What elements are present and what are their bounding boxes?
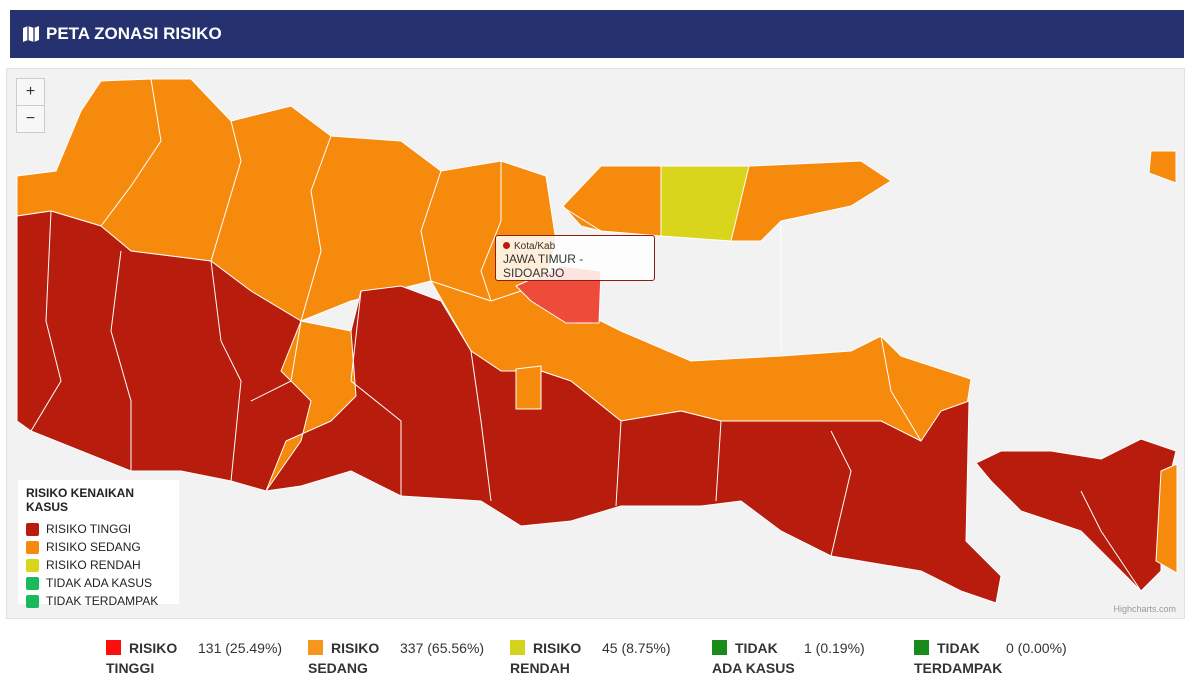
tooltip-series: Kota/Kab: [514, 241, 556, 252]
tooltip-label: JAWA TIMUR - SIDOARJO: [503, 252, 584, 280]
legend-item[interactable]: TIDAK TERDAMPAK: [26, 592, 171, 610]
summary-value: 45 (8.75%): [602, 640, 671, 656]
summary-label: RISIKO TINGGI: [106, 640, 178, 676]
legend-label: RISIKO SEDANG: [46, 540, 141, 554]
legend-label: RISIKO TINGGI: [46, 522, 132, 536]
summary-swatch: [308, 640, 323, 655]
summary-swatch: [510, 640, 525, 655]
district-borders: [30, 78, 1142, 592]
summary-label: TIDAK ADA KASUS: [712, 640, 795, 676]
legend-label: RISIKO RENDAH: [46, 558, 141, 572]
summary-label-box: RISIKO SEDANG: [308, 638, 400, 678]
legend-swatch: [26, 576, 39, 590]
legend-swatch: [26, 522, 39, 536]
zoom-out-button[interactable]: −: [16, 105, 45, 133]
summary-label: TIDAK TERDAMPAK: [914, 640, 1003, 676]
tooltip: Kota/Kab JAWA TIMUR - SIDOARJO: [495, 235, 655, 281]
summary-item: RISIKO SEDANG 337 (65.56%): [308, 638, 508, 678]
legend-items: RISIKO TINGGI RISIKO SEDANG RISIKO RENDAH T…: [26, 520, 171, 610]
legend-swatch: [26, 558, 39, 572]
legend-swatch: [26, 540, 39, 554]
summary-swatch: [914, 640, 929, 655]
zoom-in-button[interactable]: +: [16, 78, 45, 106]
tooltip-dot: [503, 242, 510, 249]
map-icon: [23, 26, 39, 42]
map-shapes: [16, 78, 1178, 604]
summary-item: RISIKO TINGGI 131 (25.49%): [106, 638, 306, 678]
map[interactable]: + − Kota/Kab JAWA TIMUR - SIDOARJO RISIK…: [6, 68, 1185, 619]
summary-value: 0 (0.00%): [1006, 640, 1067, 656]
summary-value: 131 (25.49%): [198, 640, 283, 656]
legend-item[interactable]: TIDAK ADA KASUS: [26, 574, 171, 592]
legend-label: TIDAK ADA KASUS: [46, 576, 153, 590]
summary-value: 337 (65.56%): [400, 640, 485, 656]
summary-swatch: [712, 640, 727, 655]
legend-item[interactable]: RISIKO RENDAH: [26, 556, 171, 574]
summary-label: RISIKO RENDAH: [510, 640, 582, 676]
legend: RISIKO KENAIKAN KASUS RISIKO TINGGI RISIK…: [18, 480, 179, 608]
summary-label-box: TIDAK TERDAMPAK: [914, 638, 1006, 678]
summary-item: RISIKO RENDAH 45 (8.75%): [510, 638, 710, 678]
legend-item[interactable]: RISIKO SEDANG: [26, 538, 171, 556]
summary-item: TIDAK TERDAMPAK 0 (0.00%): [914, 638, 1114, 678]
legend-swatch: [26, 594, 39, 608]
summary-label-box: RISIKO RENDAH: [510, 638, 602, 678]
legend-label: TIDAK TERDAMPAK: [46, 594, 159, 608]
summary-item: TIDAK ADA KASUS 1 (0.19%): [712, 638, 912, 678]
summary-swatch: [106, 640, 121, 655]
legend-item[interactable]: RISIKO TINGGI: [26, 520, 171, 538]
header-title: PETA ZONASI RISIKO: [46, 24, 222, 43]
summary-label: RISIKO SEDANG: [308, 640, 380, 676]
legend-title: RISIKO KENAIKAN KASUS: [26, 486, 135, 514]
summary-label-box: TIDAK ADA KASUS: [712, 638, 804, 678]
credit[interactable]: Highcharts.com: [1113, 604, 1176, 614]
header: PETA ZONASI RISIKO: [10, 10, 1184, 58]
summary-label-box: RISIKO TINGGI: [106, 638, 198, 678]
summary-value: 1 (0.19%): [804, 640, 865, 656]
